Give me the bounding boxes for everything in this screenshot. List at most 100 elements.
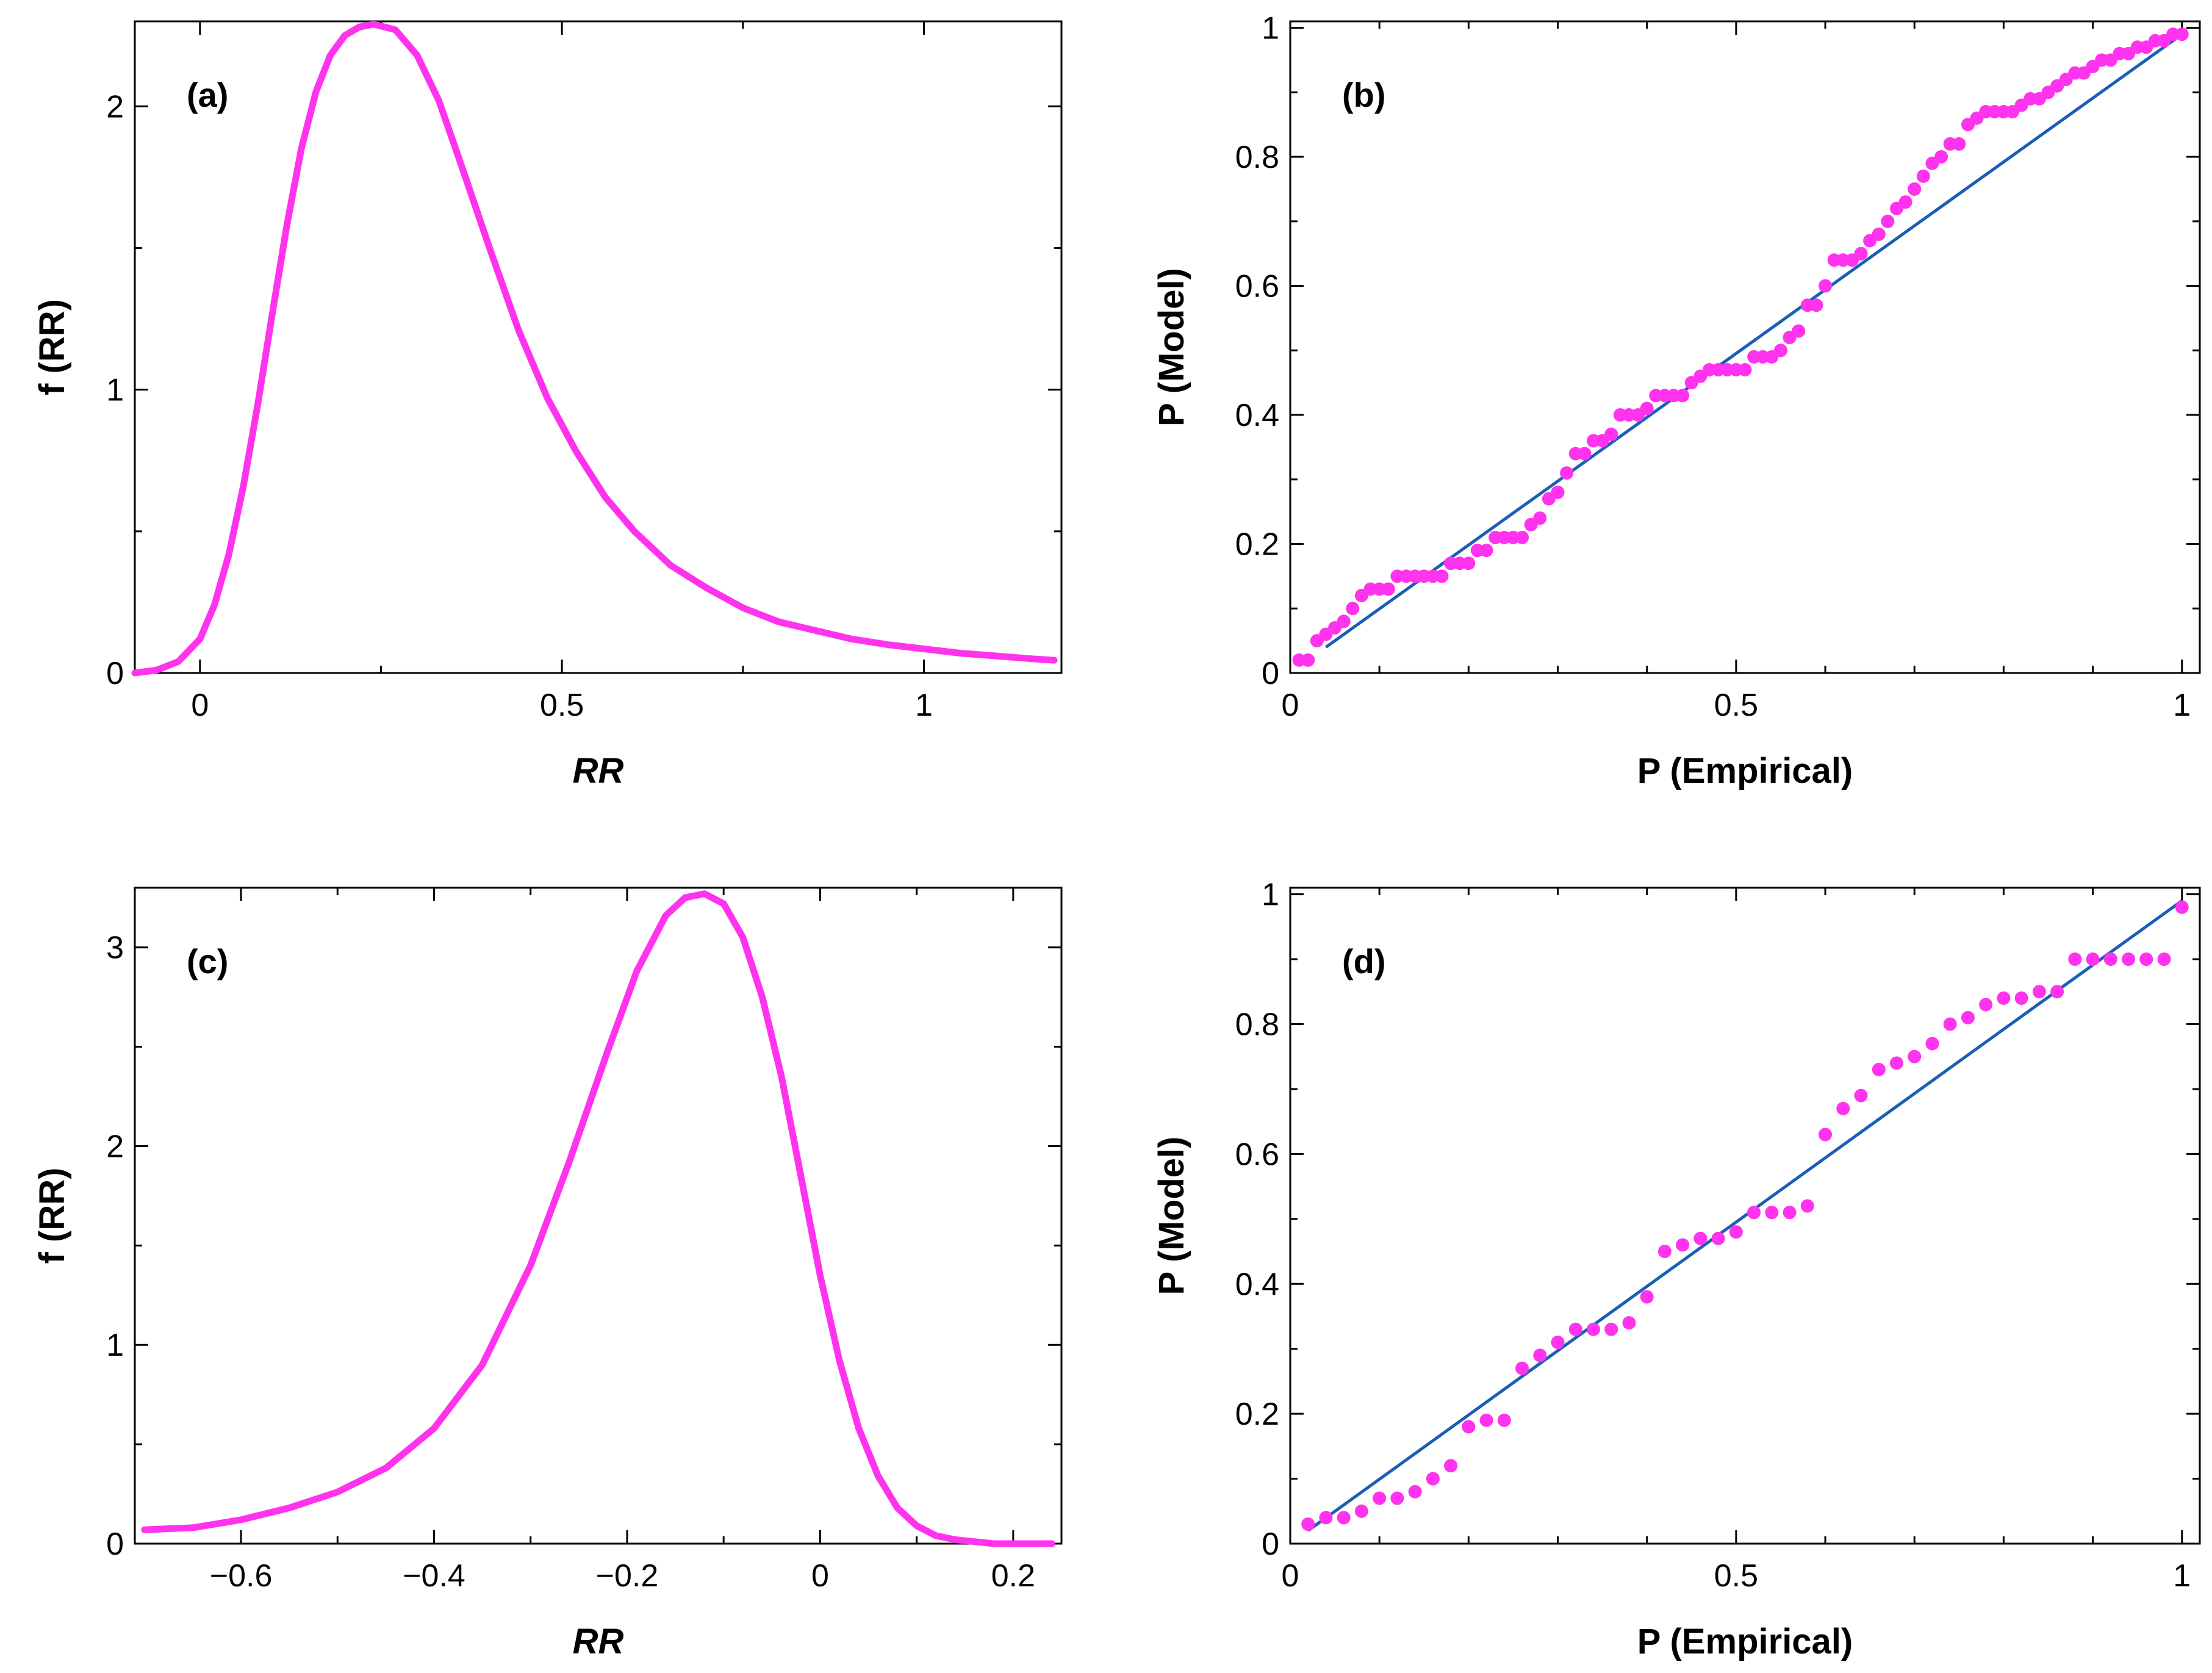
data-point bbox=[1337, 1511, 1351, 1525]
data-point bbox=[1533, 1348, 1547, 1362]
data-point bbox=[1515, 1361, 1529, 1375]
data-point bbox=[1587, 1322, 1600, 1336]
y-tick-label: 0.4 bbox=[1235, 1267, 1279, 1302]
data-point bbox=[1783, 1206, 1797, 1220]
data-point bbox=[1444, 1459, 1458, 1473]
x-tick-label: 0.2 bbox=[991, 1558, 1035, 1594]
data-point bbox=[1435, 569, 1449, 583]
data-point bbox=[1809, 298, 1823, 312]
data-point bbox=[1390, 1491, 1404, 1505]
panel-label: (c) bbox=[187, 942, 228, 980]
y-tick-label: 0 bbox=[1262, 656, 1279, 691]
data-point bbox=[2122, 952, 2136, 966]
data-point bbox=[1693, 1231, 1707, 1245]
y-tick-label: 0.4 bbox=[1235, 398, 1279, 433]
y-tick-label: 0.8 bbox=[1235, 140, 1279, 175]
data-point bbox=[1301, 1517, 1315, 1531]
data-point bbox=[1908, 1049, 1922, 1063]
x-tick-label: 1 bbox=[915, 688, 933, 723]
x-tick-label: 0.5 bbox=[1714, 1558, 1758, 1594]
data-point bbox=[1622, 1316, 1636, 1330]
data-point bbox=[1337, 614, 1351, 628]
data-point bbox=[1640, 1290, 1654, 1304]
y-axis-label: f (RR) bbox=[32, 299, 72, 395]
data-point bbox=[1462, 1420, 1476, 1434]
x-axis-label: P (Empirical) bbox=[1637, 1622, 1853, 1661]
y-tick-label: 0.8 bbox=[1235, 1007, 1279, 1043]
y-axis-label: P (Model) bbox=[1152, 1137, 1191, 1295]
data-point bbox=[2050, 985, 2064, 999]
x-tick-label: 0.5 bbox=[1714, 688, 1758, 723]
data-point bbox=[1898, 195, 1912, 209]
y-tick-label: 0.6 bbox=[1235, 1137, 1279, 1172]
data-point bbox=[1729, 1225, 1743, 1239]
x-tick-label: 1 bbox=[2173, 1558, 2191, 1594]
data-point bbox=[1479, 1413, 1493, 1427]
y-tick-label: 1 bbox=[1262, 11, 1279, 46]
data-point bbox=[1765, 1206, 1779, 1220]
panel-label: (b) bbox=[1342, 76, 1386, 114]
panel-c: −0.6 −0.4 −0.2 0 0.2 0 1 2 3 RR f (RR) (c) bbox=[32, 887, 1063, 1661]
x-tick-label: −0.4 bbox=[403, 1558, 465, 1594]
data-point bbox=[1854, 1088, 1868, 1103]
data-point bbox=[1354, 1504, 1368, 1518]
reference-line bbox=[1307, 899, 2183, 1532]
data-point bbox=[1640, 401, 1654, 416]
data-point bbox=[2175, 900, 2189, 914]
data-point bbox=[2139, 952, 2153, 966]
data-point bbox=[1943, 1017, 1957, 1031]
data-point bbox=[1773, 344, 1787, 358]
data-point bbox=[1952, 137, 1966, 151]
data-point bbox=[1792, 324, 1806, 338]
data-point bbox=[1747, 1206, 1761, 1220]
data-point bbox=[1408, 1484, 1422, 1499]
y-tick-label: 0 bbox=[106, 656, 124, 691]
panel-label: (d) bbox=[1342, 942, 1386, 980]
data-point bbox=[1934, 150, 1948, 164]
data-point bbox=[2175, 27, 2189, 41]
data-point bbox=[1657, 1245, 1672, 1259]
data-point bbox=[1676, 389, 1690, 403]
x-tick-label: 0 bbox=[191, 688, 209, 723]
x-tick-label: 0 bbox=[1282, 688, 1299, 723]
data-point bbox=[1836, 1101, 1850, 1115]
panel-b: 0 0.5 1 0 0.2 0.4 0.6 0.8 1 P (Empirical) P (Model… bbox=[1152, 11, 2201, 791]
data-point bbox=[1872, 1063, 1886, 1077]
x-tick-label: 0.5 bbox=[540, 688, 584, 723]
x-axis-label: RR bbox=[573, 1622, 624, 1661]
data-point bbox=[1551, 485, 1565, 499]
data-point bbox=[1908, 182, 1922, 196]
data-point bbox=[1515, 530, 1529, 544]
data-point bbox=[1961, 1010, 1975, 1024]
data-point bbox=[1979, 998, 1993, 1012]
data-point bbox=[1872, 227, 1886, 241]
x-tick-label: 1 bbox=[2173, 688, 2191, 723]
data-point bbox=[1604, 427, 1618, 441]
panel-d: 0 0.5 1 0 0.2 0.4 0.6 0.8 1 P (Empirical) P (Model… bbox=[1152, 877, 2201, 1661]
y-axis-label: P (Model) bbox=[1152, 268, 1191, 426]
x-axis-label: RR bbox=[573, 751, 624, 791]
data-point bbox=[1819, 279, 1833, 293]
data-point bbox=[1551, 1336, 1565, 1350]
data-point bbox=[1462, 556, 1476, 570]
y-tick-label: 0.6 bbox=[1235, 269, 1279, 304]
y-tick-label: 0.2 bbox=[1235, 1397, 1279, 1432]
data-point bbox=[1578, 447, 1592, 461]
y-tick-label: 0.2 bbox=[1235, 527, 1279, 563]
panel-label: (a) bbox=[187, 76, 228, 114]
y-tick-label: 1 bbox=[106, 373, 124, 408]
data-point bbox=[1819, 1128, 1833, 1142]
x-tick-label: 0 bbox=[811, 1558, 829, 1594]
data-point bbox=[1319, 1511, 1333, 1525]
y-tick-label: 1 bbox=[1262, 877, 1279, 913]
plot-frame-c bbox=[134, 887, 1063, 1545]
data-point bbox=[1381, 582, 1395, 596]
x-axis-label: P (Empirical) bbox=[1637, 751, 1853, 791]
data-point bbox=[2157, 952, 2171, 966]
y-tick-label: 2 bbox=[106, 89, 124, 124]
data-point bbox=[1568, 1322, 1582, 1336]
data-point bbox=[2103, 952, 2117, 966]
data-point bbox=[1301, 653, 1315, 667]
x-tick-label: −0.2 bbox=[596, 1558, 659, 1594]
